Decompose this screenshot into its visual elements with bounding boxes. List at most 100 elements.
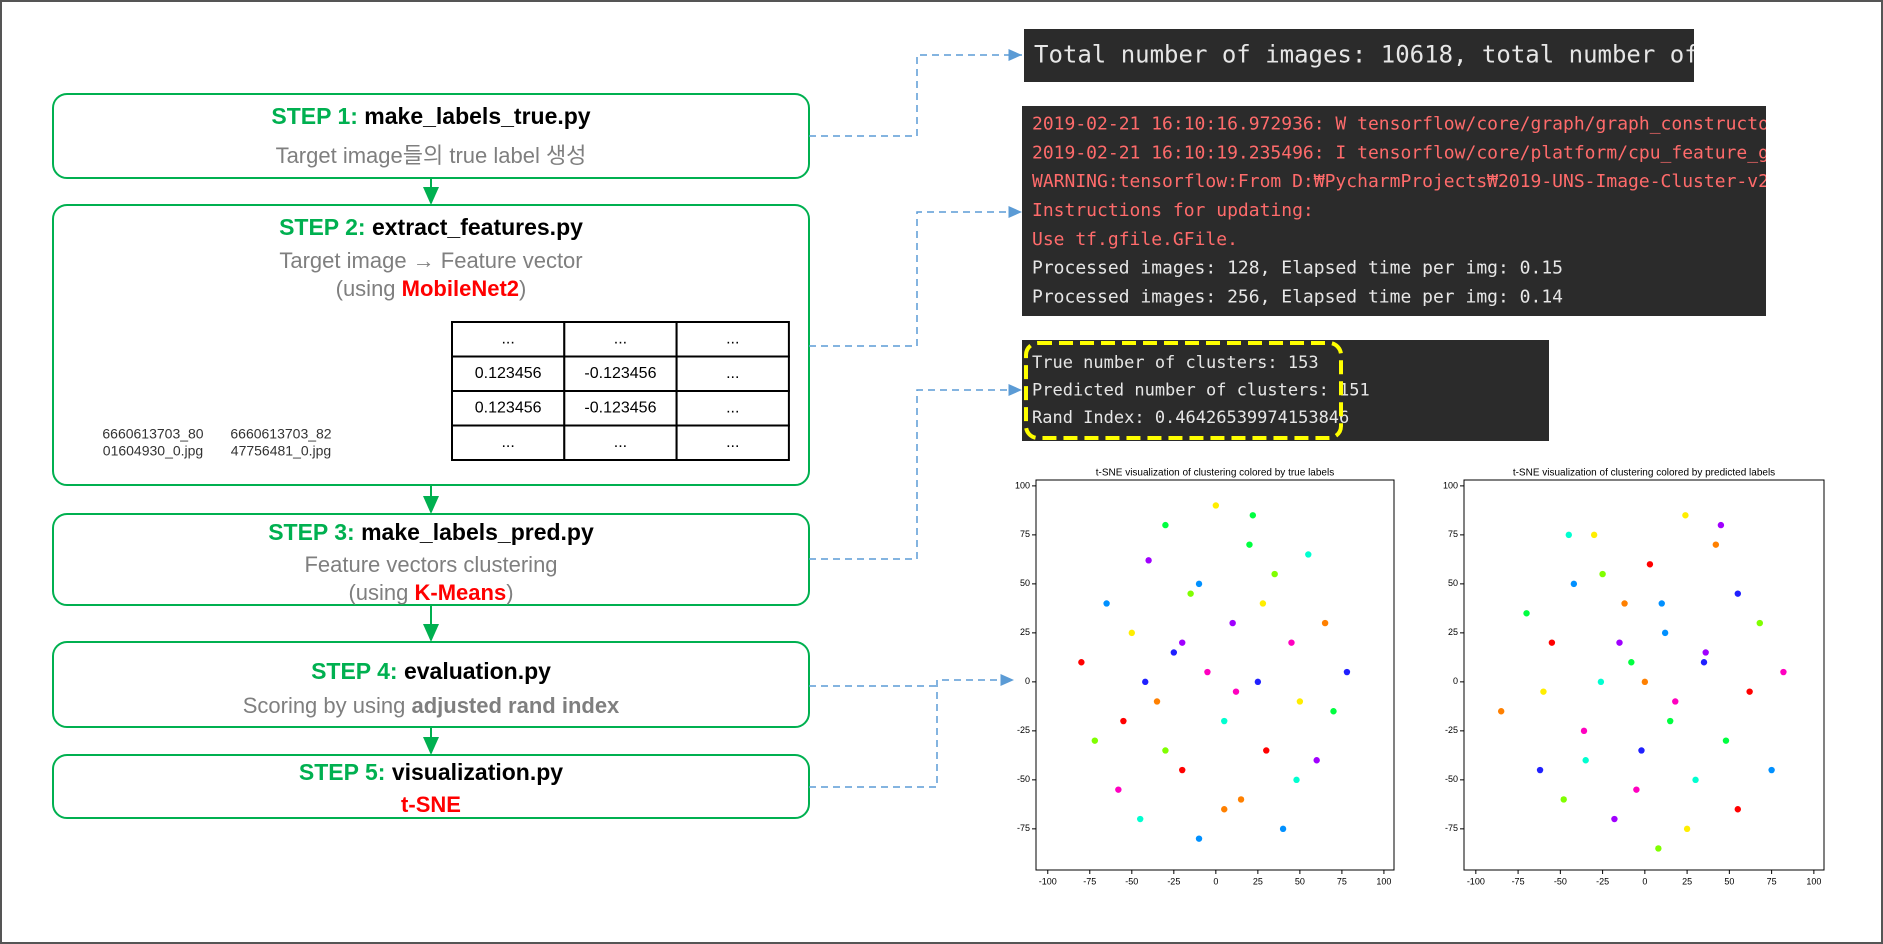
scatter-point — [1734, 806, 1742, 813]
scatter-point — [1621, 600, 1628, 607]
y-tick-label: 50 — [1448, 578, 1458, 588]
scatter-point — [1722, 737, 1730, 744]
scatter-point — [1259, 600, 1267, 607]
y-tick-label: -75 — [1017, 823, 1030, 833]
step-script: extract_features.py — [372, 214, 583, 240]
x-tick-label: -50 — [1125, 876, 1138, 886]
table-cell — [451, 321, 566, 358]
scatter-point — [1078, 659, 1085, 666]
scatter-point — [1103, 600, 1110, 607]
table-cell — [675, 321, 790, 358]
step-description: Feature vectors clustering — [304, 552, 557, 577]
table-cell-text: ... — [614, 330, 627, 347]
terminal-line: Instructions for updating: — [1032, 200, 1314, 221]
description-run: adjusted rand index — [411, 693, 620, 718]
y-tick-label: 0 — [1025, 676, 1030, 686]
terminal-line: Total number of images: 10618, total num… — [1034, 41, 1872, 69]
y-tick-label: 75 — [1448, 529, 1458, 539]
step-label: STEP 4: — [311, 658, 398, 684]
connector — [809, 206, 1022, 347]
scatter-point — [1628, 659, 1635, 666]
table-cell-text: ... — [501, 434, 514, 451]
table-cell-text: ... — [726, 365, 739, 382]
scatter-point — [1523, 610, 1530, 617]
x-tick-label: 75 — [1767, 876, 1777, 886]
step-script: evaluation.py — [404, 658, 551, 684]
image-caption: 6660613703_80 — [102, 426, 203, 442]
scatter-point — [1540, 688, 1547, 695]
scatter-point — [1145, 557, 1152, 564]
scatter-point — [1768, 766, 1775, 774]
table-cell — [451, 424, 566, 461]
scatter-point — [1187, 590, 1194, 597]
scatter-point — [1221, 806, 1228, 813]
y-tick-label: 25 — [1020, 627, 1030, 637]
image-caption: 01604930_0.jpg — [103, 443, 203, 459]
scatter-point — [1638, 747, 1645, 754]
step-description: Scoring by using adjusted rand index — [243, 693, 620, 718]
terminal — [1022, 340, 1549, 441]
scatter-point — [1254, 678, 1262, 686]
scatter-point — [1672, 698, 1679, 705]
terminal-line: Processed images: 128, Elapsed time per … — [1032, 258, 1563, 279]
x-tick-label: -75 — [1512, 876, 1525, 886]
terminal-line: True number of clusters: 153 — [1032, 353, 1319, 373]
scatter-point — [1570, 580, 1578, 588]
step-description: Target image → Feature vector — [279, 248, 582, 273]
terminal — [1022, 106, 1766, 316]
scatter-point — [1195, 835, 1203, 842]
connector — [809, 384, 1022, 560]
y-tick-label: 75 — [1020, 529, 1030, 539]
scatter-point — [1137, 815, 1144, 823]
connector — [809, 49, 1022, 137]
description-run: ) — [519, 276, 526, 301]
step-title: STEP 1: make_labels_true.py — [271, 103, 590, 129]
x-tick-label: 50 — [1724, 876, 1734, 886]
y-tick-label: 100 — [1015, 480, 1030, 490]
image-caption: 47756481_0.jpg — [231, 443, 331, 459]
table-cell — [675, 424, 790, 461]
terminal — [1024, 29, 1694, 82]
y-tick-label: -50 — [1445, 774, 1458, 784]
scatter-point — [1305, 551, 1312, 558]
step-label: STEP 2: — [279, 214, 366, 240]
table-cell — [563, 321, 678, 358]
scatter-point — [1249, 512, 1257, 519]
scatter-point — [1153, 698, 1161, 705]
scatter-point — [1330, 708, 1337, 715]
scatter-point — [1702, 649, 1709, 656]
step-title: STEP 4: evaluation.py — [311, 658, 551, 684]
plot-title: t-SNE visualization of clustering colore… — [1096, 468, 1334, 479]
step-title: STEP 3: make_labels_pred.py — [268, 519, 594, 545]
scatter-point — [1641, 678, 1649, 686]
description-run: t-SNE — [401, 792, 461, 817]
y-tick-label: 100 — [1443, 480, 1458, 490]
scatter-point — [1611, 815, 1618, 823]
scatter-point — [1142, 678, 1149, 686]
terminal-text: True number of clusters: 153 Predicted nu… — [1032, 353, 1370, 428]
step-description: (using K-Means) — [348, 580, 513, 605]
terminal-line: 2019-02-21 16:10:16.972936: W tensorflow… — [1032, 114, 1883, 135]
terminal-line: Predicted number of clusters: 151 — [1032, 381, 1370, 401]
scatter-point — [1212, 502, 1220, 509]
table-cell-text: ... — [726, 399, 739, 416]
image-caption: 6660613703_82 — [230, 426, 331, 442]
terminal-line: Processed images: 256, Elapsed time per … — [1032, 286, 1563, 307]
x-tick-label: -50 — [1554, 876, 1567, 886]
scatter-point — [1343, 668, 1351, 676]
step-description: t-SNE — [401, 792, 461, 817]
step-title: STEP 2: extract_features.py — [279, 214, 583, 240]
terminal-text: Total number of images: 10618, total num… — [1034, 41, 1872, 69]
scatter-point — [1666, 717, 1674, 725]
step-description: (using MobileNet2) — [336, 276, 527, 301]
step-title: STEP 5: visualization.py — [299, 759, 563, 785]
y-tick-label: -50 — [1017, 774, 1030, 784]
description-run: Target image → Feature vector — [279, 248, 582, 273]
scatter-point — [1221, 717, 1228, 725]
terminal-line: WARNING:tensorflow:From D:₩PycharmProjec… — [1032, 171, 1883, 192]
scatter-point — [1692, 776, 1699, 784]
scatter-point — [1734, 590, 1742, 597]
y-tick-label: -25 — [1445, 725, 1458, 735]
connector — [809, 680, 1014, 788]
